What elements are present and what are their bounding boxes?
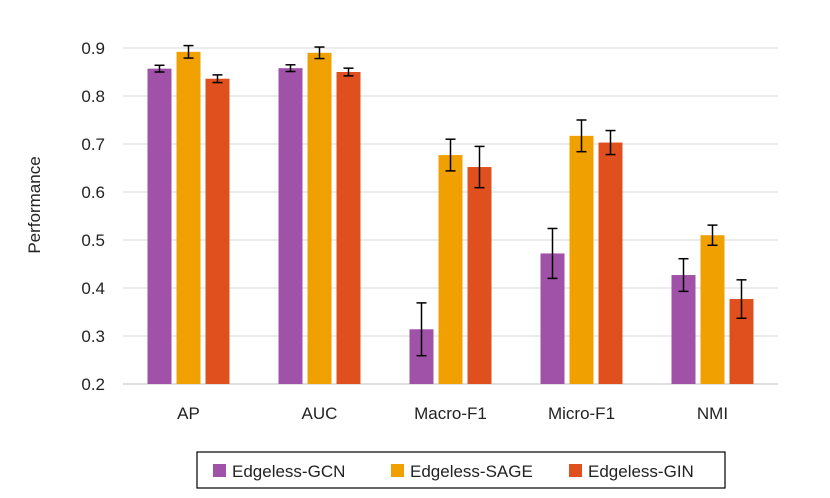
- bar-edgeless-gcn-nmi: [671, 275, 696, 384]
- bar-edgeless-sage-ap: [176, 51, 201, 385]
- legend-swatch: [391, 464, 404, 477]
- error-bar: [678, 257, 689, 293]
- error-bar: [212, 74, 223, 84]
- x-tick-label: NMI: [697, 404, 728, 423]
- bar-edgeless-gin-auc: [336, 72, 361, 384]
- error-bar: [343, 67, 354, 77]
- bar-edgeless-gin-micro-f1: [598, 142, 623, 384]
- x-axis: AP AUC Macro-F1 Micro-F1 NMI: [177, 404, 728, 423]
- x-tick-label: AUC: [302, 404, 338, 423]
- error-bar: [736, 279, 747, 319]
- y-tick-label: 0.6: [81, 183, 105, 202]
- y-tick-label: 0.5: [81, 231, 105, 250]
- bars: [147, 51, 754, 385]
- error-bar: [154, 64, 165, 73]
- legend-swatch: [213, 464, 226, 477]
- error-bar: [445, 138, 456, 172]
- error-bar: [474, 145, 485, 189]
- y-tick-label: 0.9: [81, 39, 105, 58]
- y-tick-label: 0.2: [81, 375, 105, 394]
- bar-edgeless-gin-macro-f1: [467, 167, 492, 384]
- bar-edgeless-sage-macro-f1: [438, 155, 463, 384]
- bar-edgeless-gin-ap: [205, 78, 230, 384]
- legend-label: Edgeless-GIN: [588, 462, 694, 481]
- legend: Edgeless-GCN Edgeless-SAGE Edgeless-GIN: [196, 451, 726, 489]
- x-tick-label: Micro-F1: [548, 404, 615, 423]
- y-axis-label: Performance: [25, 156, 44, 253]
- error-bars: [154, 44, 747, 357]
- bar-edgeless-gcn-ap: [147, 68, 172, 384]
- x-tick-label: Macro-F1: [414, 404, 487, 423]
- error-bar: [576, 119, 587, 153]
- legend-label: Edgeless-GCN: [232, 462, 345, 481]
- bar-edgeless-gcn-auc: [278, 68, 303, 384]
- error-bar: [314, 46, 325, 60]
- bar-edgeless-sage-auc: [307, 52, 332, 385]
- error-bar: [285, 64, 296, 73]
- y-tick-label: 0.7: [81, 135, 105, 154]
- bar-edgeless-sage-nmi: [700, 235, 725, 384]
- legend-swatch: [569, 464, 582, 477]
- error-bar: [605, 129, 616, 156]
- x-tick-label: AP: [177, 404, 200, 423]
- error-bar: [707, 224, 718, 247]
- error-bar: [416, 302, 427, 357]
- legend-label: Edgeless-SAGE: [410, 462, 533, 481]
- y-tick-label: 0.8: [81, 87, 105, 106]
- legend-box: [196, 451, 726, 489]
- error-bar: [183, 44, 194, 59]
- y-tick-label: 0.4: [81, 279, 105, 298]
- error-bar: [547, 227, 558, 280]
- bar-edgeless-sage-micro-f1: [569, 135, 594, 384]
- y-tick-label: 0.3: [81, 327, 105, 346]
- y-axis: 0.2 0.3 0.4 0.5 0.6 0.7 0.8 0.9: [81, 39, 105, 394]
